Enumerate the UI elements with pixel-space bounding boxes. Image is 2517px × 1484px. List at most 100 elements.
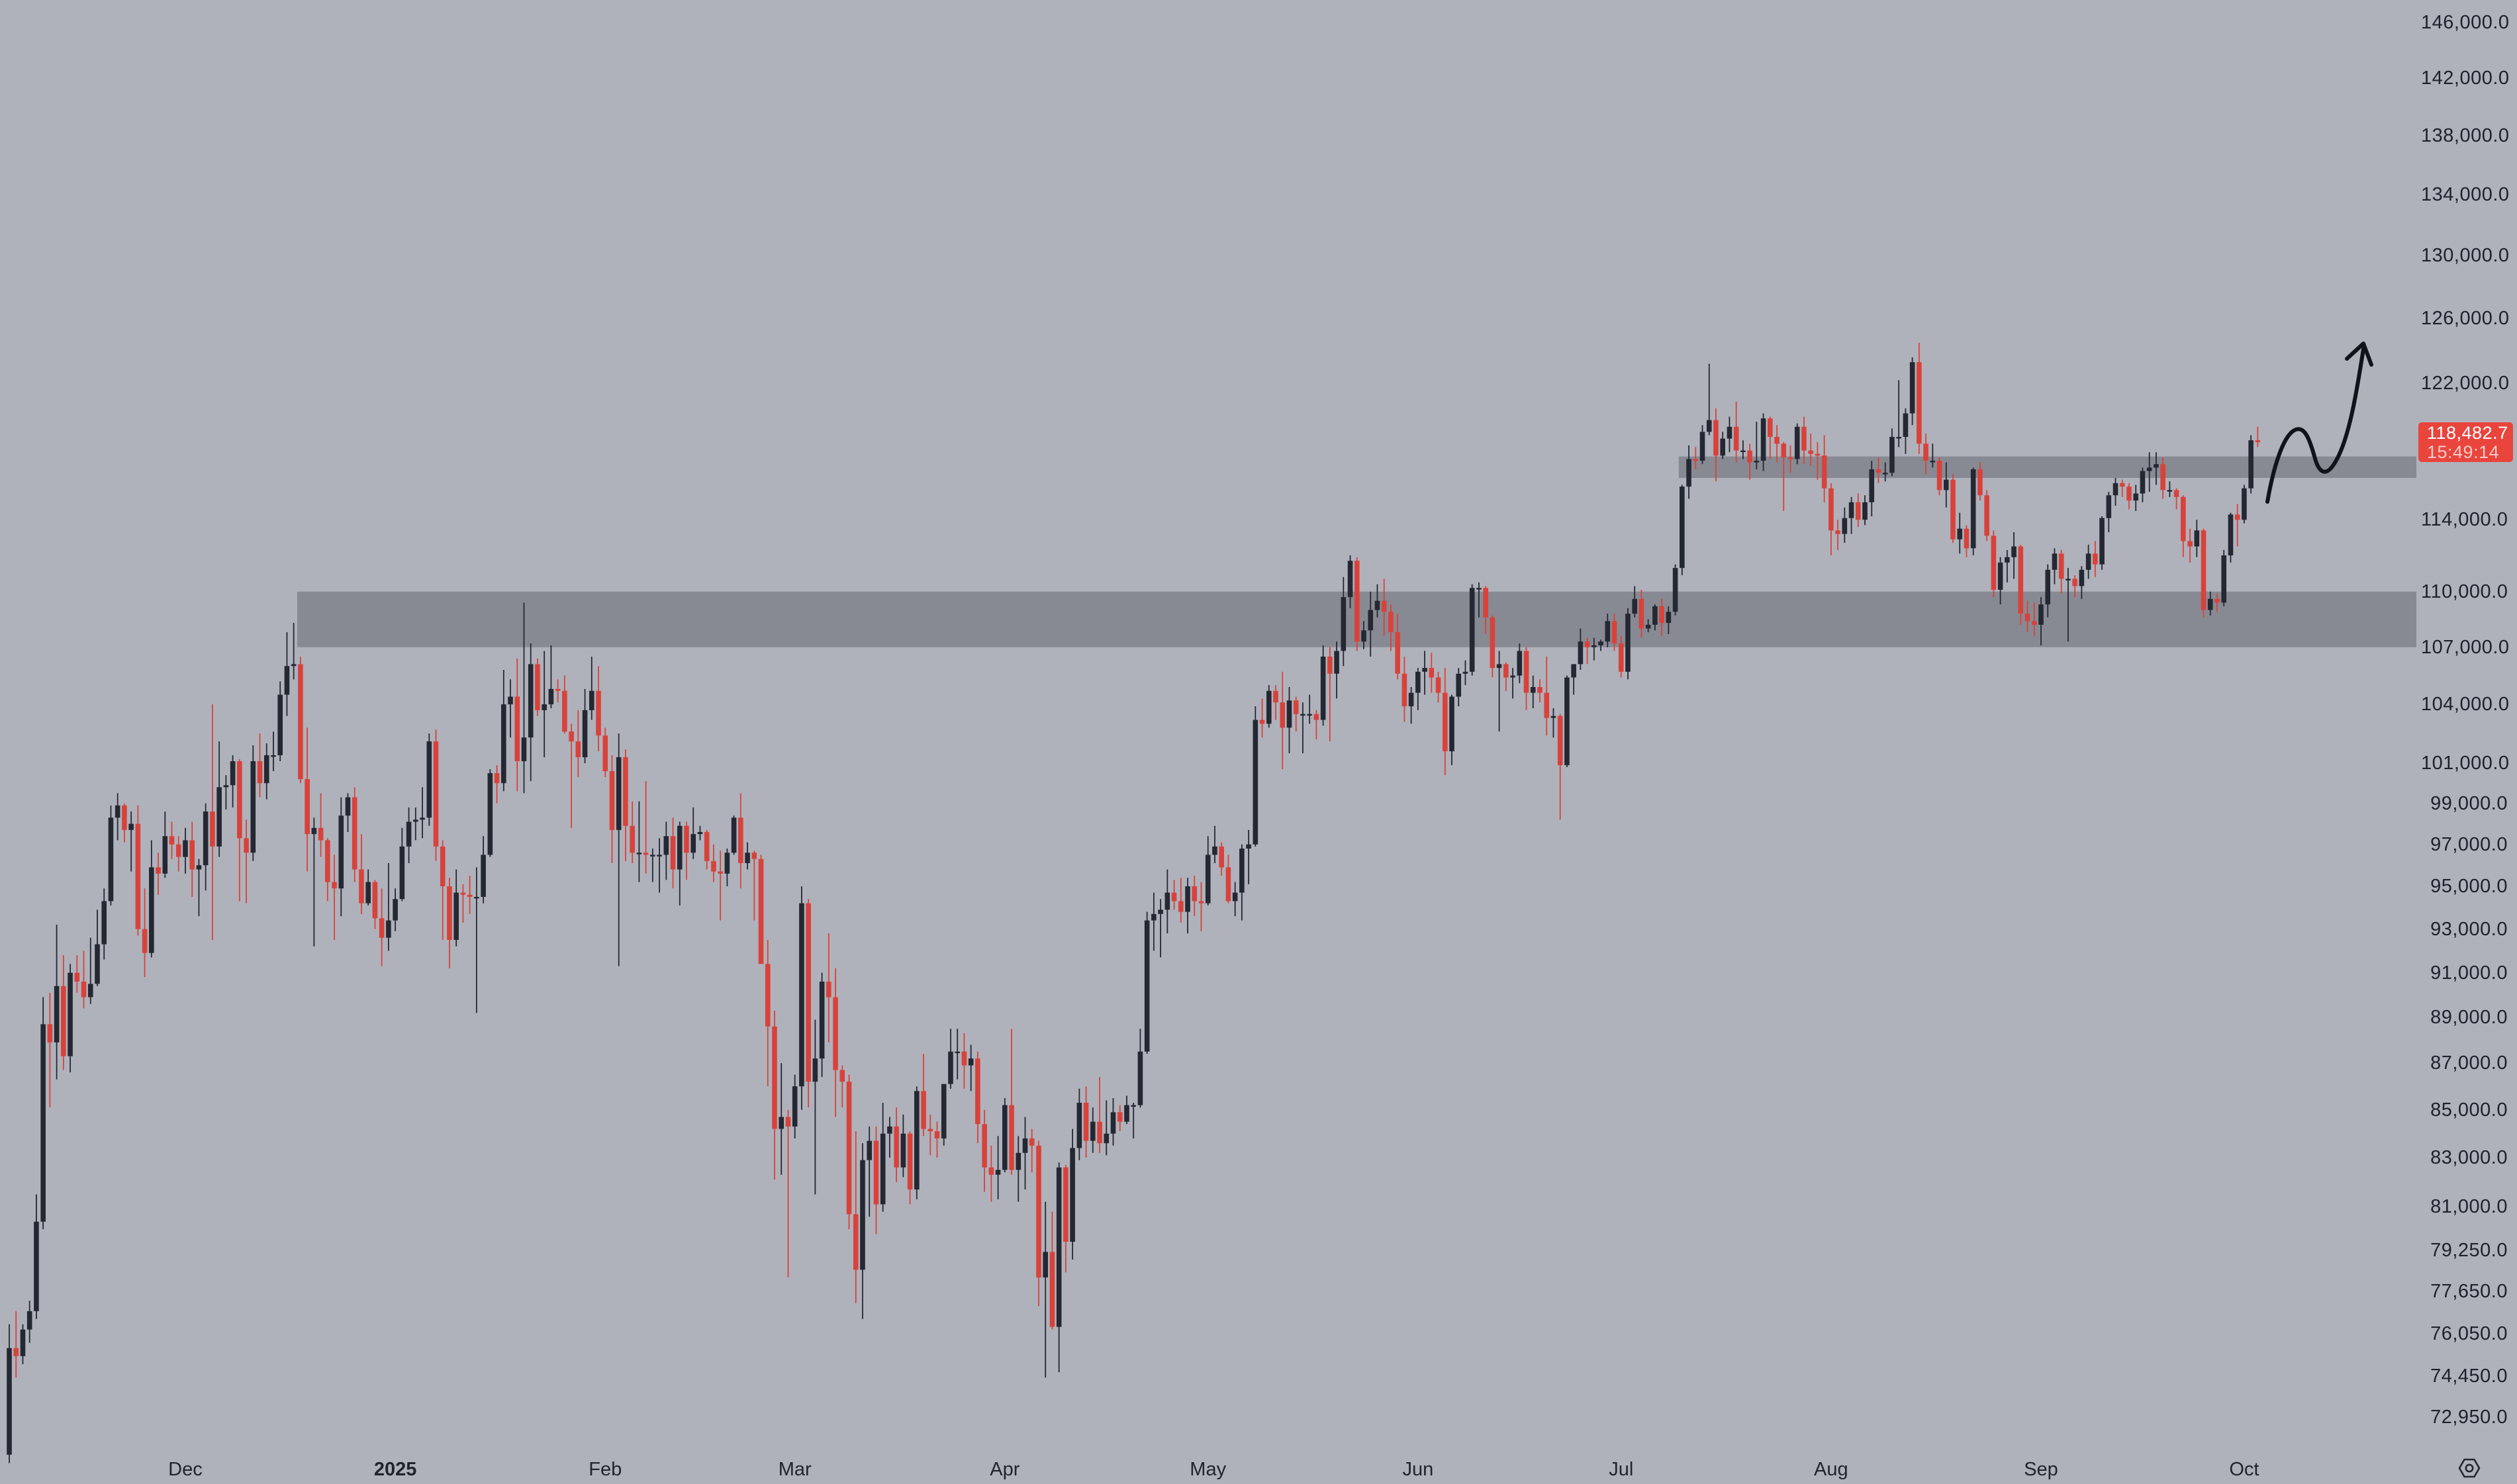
candle-body — [1747, 450, 1752, 463]
time-axis[interactable]: Dec 2025 Feb Mar Apr May Jun Jul Aug Sep Oct — [0, 1454, 2421, 1484]
candle-body — [2038, 604, 2044, 625]
candle-body — [68, 972, 73, 1056]
candle-wick — [1783, 441, 1785, 512]
candle-body — [1415, 671, 1421, 693]
axis-corner — [2421, 1454, 2517, 1484]
candle-body — [210, 812, 215, 847]
candle-body — [13, 1348, 19, 1356]
candle-body — [1239, 848, 1245, 893]
candle-wick — [1559, 714, 1561, 820]
trend-arrow-drawing[interactable] — [2265, 347, 2365, 504]
candle-body — [135, 823, 141, 929]
candle-body — [2214, 598, 2220, 603]
price-tick-label: 81,000.0 — [2430, 1196, 2508, 1218]
candle-wick — [753, 851, 755, 921]
candle-body — [833, 997, 838, 1070]
candle-body — [1408, 692, 1414, 707]
candle-body — [332, 882, 337, 889]
candle-body — [1259, 719, 1265, 724]
candle-wick — [1133, 1103, 1135, 1138]
trend-arrow-head[interactable] — [2345, 342, 2373, 367]
candle-wick — [814, 1019, 816, 1195]
price-tick-label: 79,250.0 — [2430, 1240, 2508, 1262]
candle-body — [372, 882, 378, 919]
price-tick-label: 87,000.0 — [2430, 1052, 2508, 1074]
candle-body — [500, 704, 506, 784]
candle-body — [1469, 588, 1475, 672]
candle-body — [1422, 668, 1427, 672]
price-scale-settings-gear-icon[interactable] — [2457, 1458, 2481, 1479]
price-tick-label: 142,000.0 — [2421, 68, 2510, 89]
candle-body — [1733, 426, 1739, 451]
candle-body — [961, 1051, 967, 1066]
candle-body — [1503, 664, 1509, 678]
supply-zone-drawing[interactable] — [1678, 456, 2416, 479]
candle-body — [2113, 483, 2118, 496]
candle-wick — [1884, 462, 1886, 482]
candle-body — [1327, 656, 1333, 674]
candle-body — [2228, 514, 2234, 556]
candle-body — [853, 1214, 859, 1270]
candle-wick — [387, 863, 389, 951]
candle-body — [1456, 673, 1462, 697]
candle-wick — [1789, 445, 1791, 473]
candle-wick — [273, 731, 274, 772]
candle-body — [426, 741, 432, 818]
price-tick-label: 95,000.0 — [2430, 875, 2508, 897]
candle-body — [1029, 1138, 1035, 1146]
candle-body — [7, 1348, 12, 1455]
candlestick-layer[interactable] — [0, 0, 2421, 1484]
candle-body — [921, 1091, 926, 1129]
candle-body — [2154, 464, 2159, 468]
candle-body — [1686, 459, 1691, 487]
candle-body — [406, 821, 412, 847]
candle-wick — [422, 787, 423, 839]
candle-wick — [1153, 892, 1155, 951]
candle-wick — [659, 838, 660, 893]
candle-body — [95, 944, 100, 984]
candle-body — [1334, 651, 1339, 674]
price-tick-label: 126,000.0 — [2421, 308, 2510, 330]
candle-wick — [2006, 549, 2008, 583]
candle-wick — [2257, 426, 2259, 447]
price-tick-label: 97,000.0 — [2430, 833, 2508, 855]
candle-body — [623, 757, 628, 826]
price-tick-label: 89,000.0 — [2430, 1007, 2508, 1029]
candle-body — [1401, 673, 1407, 707]
candle-body — [948, 1051, 953, 1084]
candle-body — [670, 836, 676, 870]
candle-body — [1659, 606, 1664, 624]
candle-wick — [225, 775, 227, 810]
candle-body — [927, 1129, 933, 1132]
candle-body — [704, 831, 710, 861]
candle-body — [2099, 518, 2105, 565]
candle-body — [1977, 469, 1983, 496]
candle-wick — [49, 992, 51, 1108]
candle-wick — [2169, 481, 2171, 497]
candle-body — [203, 812, 209, 866]
time-tick-sep: Sep — [2024, 1459, 2058, 1480]
candle-body — [291, 664, 297, 667]
candle-body — [1855, 502, 1861, 520]
candle-body — [2119, 483, 2125, 487]
candle-wick — [1512, 668, 1513, 699]
candle-body — [1591, 645, 1597, 647]
candle-body — [1374, 600, 1380, 610]
candle-body — [1713, 420, 1719, 456]
candle-body — [1821, 455, 1827, 488]
price-axis[interactable]: 146,000.0 142,000.0 138,000.0 134,000.0 130,… — [2421, 0, 2517, 1484]
candle-body — [2160, 464, 2165, 490]
candle-body — [1882, 473, 1888, 475]
candle-body — [677, 825, 683, 870]
chart-pane[interactable] — [0, 0, 2421, 1484]
candle-body — [1164, 892, 1170, 910]
candle-body — [982, 1124, 987, 1168]
candle-body — [54, 986, 60, 1043]
candle-body — [345, 797, 351, 816]
candle-body — [1896, 437, 1901, 439]
candle-body — [1997, 562, 2003, 590]
price-tick-label: 101,000.0 — [2421, 753, 2510, 774]
candle-body — [128, 823, 134, 830]
candle-body — [663, 836, 669, 855]
